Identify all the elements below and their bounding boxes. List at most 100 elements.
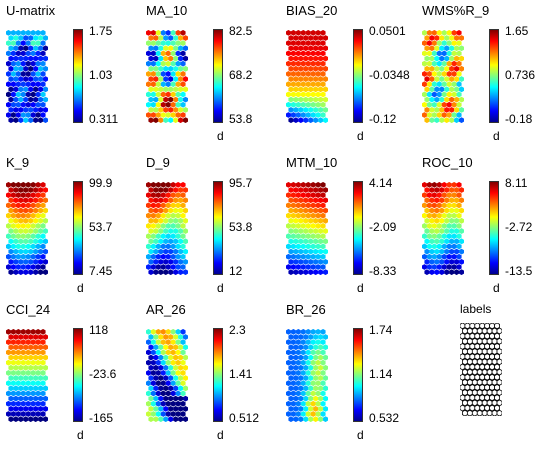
hex-cell <box>308 248 314 255</box>
hex-cell <box>40 212 46 219</box>
hex-cell <box>38 375 44 381</box>
hex-cell <box>158 228 164 234</box>
hex-cell <box>150 359 156 366</box>
hex-cell <box>290 192 296 199</box>
hex-cell <box>318 385 324 392</box>
hex-cell <box>18 344 24 351</box>
hex-cell <box>43 217 48 224</box>
hex-cell <box>422 243 427 250</box>
hex-cell <box>180 101 186 108</box>
hex-cell <box>486 399 493 407</box>
hex-cell <box>318 269 324 275</box>
hex-cell <box>476 409 483 417</box>
hex-cell <box>35 212 41 219</box>
hex-cell <box>300 192 306 199</box>
hex-cell <box>303 65 309 72</box>
hex-cell <box>290 264 296 270</box>
hex-cell <box>424 96 430 103</box>
hex-cell <box>20 202 26 209</box>
panel-title: AR_26 <box>146 302 186 317</box>
hex-cell <box>6 380 11 387</box>
hex-cell <box>25 192 31 199</box>
hex-cell <box>168 405 174 412</box>
hex-cell <box>165 400 171 407</box>
hex-cell <box>10 112 16 118</box>
hex-cell <box>459 35 464 41</box>
hex-cell <box>476 337 483 345</box>
hex-cell <box>8 334 14 340</box>
hex-cell <box>40 101 46 108</box>
hex-cell <box>313 416 319 422</box>
hex-cell <box>320 349 326 356</box>
hex-cell <box>23 35 29 41</box>
hex-cell <box>293 416 299 422</box>
hex-cell <box>175 329 181 335</box>
hex-cell <box>446 81 452 88</box>
hex-cell <box>446 60 452 67</box>
hex-cell <box>288 354 294 361</box>
hex-cell <box>476 348 483 355</box>
hex-cell <box>13 76 19 82</box>
hex-cell <box>23 375 29 381</box>
hex-cell <box>295 359 301 366</box>
hex-cell <box>305 101 311 108</box>
hex-cell <box>155 40 161 47</box>
hex-cell <box>168 197 174 204</box>
hex-cell <box>180 30 186 36</box>
hex-cell <box>170 50 176 57</box>
hex-cell <box>449 238 455 245</box>
hex-cell <box>10 329 16 335</box>
hex-cell <box>43 405 48 412</box>
hex-cell <box>170 71 176 77</box>
hex-cell <box>446 101 452 108</box>
colorbar-mid-label: -23.6 <box>89 367 117 381</box>
hex-cell <box>163 269 169 275</box>
hex-cell <box>308 228 314 234</box>
hex-cell <box>25 50 31 57</box>
hex-cell <box>429 76 435 82</box>
hex-cell <box>303 76 309 82</box>
hex-cell <box>288 106 294 113</box>
som-map <box>422 182 464 275</box>
hex-cell <box>323 45 328 52</box>
hex-cell <box>310 390 316 397</box>
hex-cell <box>310 329 316 335</box>
hex-cell <box>160 212 166 219</box>
hex-cell <box>300 223 306 229</box>
colorbar <box>353 328 363 422</box>
hex-cell <box>43 375 48 381</box>
hex-cell <box>175 81 181 88</box>
hex-cell <box>168 76 174 82</box>
hex-cell <box>158 405 164 412</box>
hex-cell <box>38 217 44 224</box>
hex-cell <box>313 258 319 265</box>
hex-cell <box>6 223 11 229</box>
hex-cell <box>454 258 460 265</box>
hex-cell <box>318 228 324 234</box>
hex-cell <box>444 65 450 72</box>
hex-cell <box>35 370 41 376</box>
hex-cell <box>20 233 26 240</box>
hex-cell <box>165 40 171 47</box>
hex-cell <box>38 344 44 351</box>
hex-cell <box>298 344 304 351</box>
hex-cell <box>146 91 151 98</box>
hex-cell <box>6 101 11 108</box>
colorbar-mid-label: 1.03 <box>89 68 113 82</box>
hex-cell <box>28 248 34 255</box>
hex-cell <box>462 327 468 335</box>
hex-cell <box>178 334 184 340</box>
hex-cell <box>30 91 36 98</box>
hex-cell <box>303 248 309 255</box>
hex-cell <box>158 385 164 392</box>
hex-cell <box>163 248 169 255</box>
hex-cell <box>444 238 450 245</box>
hex-cell <box>310 370 316 376</box>
hex-cell <box>295 30 301 36</box>
hex-cell <box>300 264 306 270</box>
hex-cell <box>43 65 48 72</box>
hex-cell <box>15 370 21 376</box>
hex-cell <box>454 117 460 123</box>
hex-cell <box>183 197 188 204</box>
hex-cell <box>308 385 314 392</box>
